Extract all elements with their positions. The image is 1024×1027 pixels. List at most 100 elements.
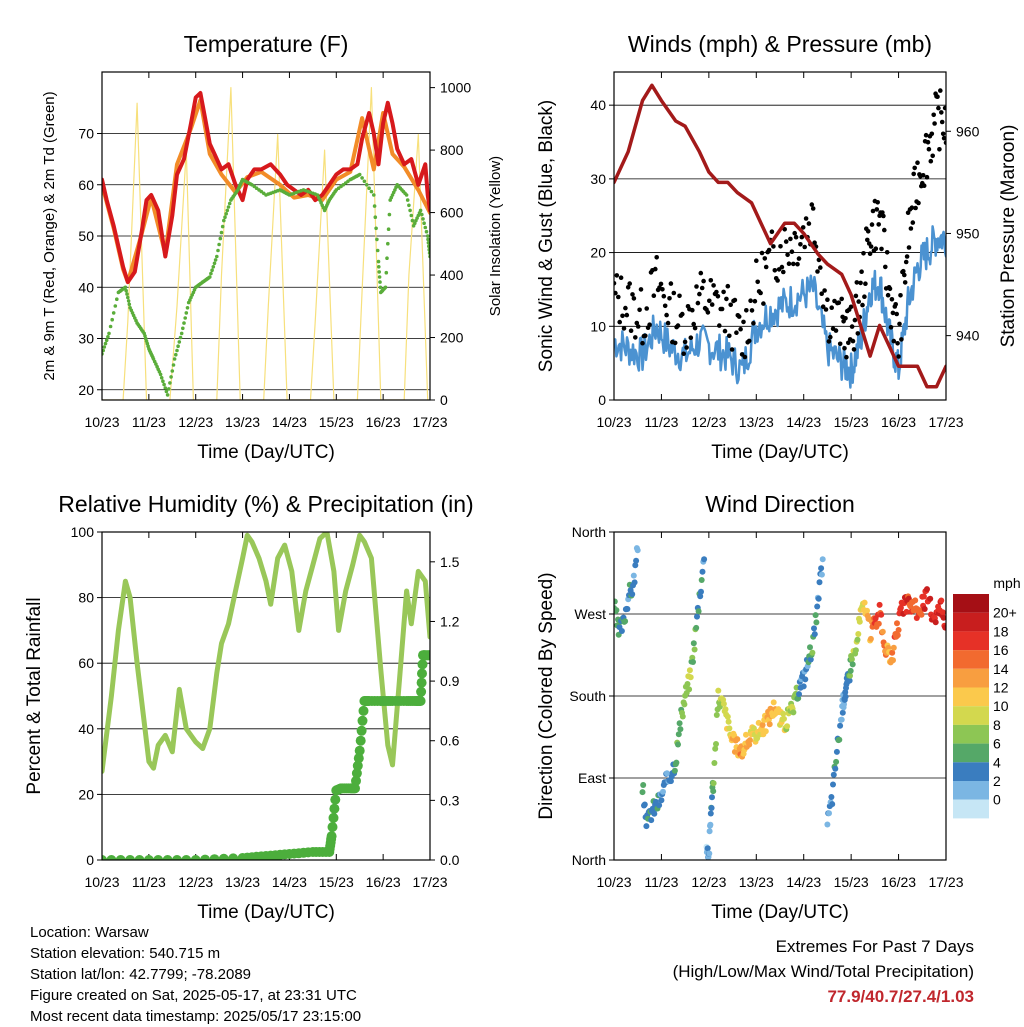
colorbar-swatch xyxy=(953,781,989,800)
dewpoint-series-point xyxy=(102,345,107,349)
precipitation-series-point xyxy=(416,686,427,697)
dewpoint-series-point xyxy=(124,288,128,293)
t2m-line xyxy=(102,91,430,285)
dewpoint-series-point xyxy=(115,297,119,302)
gust-series-point xyxy=(931,112,936,118)
direction-point xyxy=(924,586,930,593)
dewpoint-series-point xyxy=(170,369,175,373)
gust-series-point xyxy=(920,173,926,178)
plot-area xyxy=(614,83,946,389)
dewpoint-series-point xyxy=(422,221,426,225)
colorbar-label: 4 xyxy=(993,754,1001,770)
x-tick-label: 14/23 xyxy=(786,874,821,890)
dewpoint-series-point xyxy=(111,311,116,315)
gust-series-point xyxy=(617,319,622,325)
y-tick-label: East xyxy=(578,770,606,786)
colorbar-swatch xyxy=(953,687,989,707)
direction-point xyxy=(747,737,753,744)
gust-series-point xyxy=(779,264,785,270)
dewpoint-series-point xyxy=(376,259,381,264)
dewpoint-series-point xyxy=(171,363,176,367)
direction-point xyxy=(790,709,797,716)
dewpoint-series-point xyxy=(107,331,111,336)
gust-series-point xyxy=(913,205,918,211)
direction-point xyxy=(784,723,791,730)
y-right-tick-label: 400 xyxy=(440,267,464,283)
dewpoint-series-point xyxy=(176,344,180,349)
x-tick-label: 17/23 xyxy=(928,414,963,430)
y-tick-label: 30 xyxy=(590,171,606,187)
direction-point xyxy=(693,624,700,631)
dewpoint-series-point xyxy=(215,254,219,259)
colorbar-label: 14 xyxy=(993,661,1009,677)
elevation-text: Station elevation: 540.715 m xyxy=(30,945,221,962)
x-tick-label: 15/23 xyxy=(834,874,869,890)
gust-series-point xyxy=(873,246,879,251)
precipitation-series-point xyxy=(356,725,367,736)
gust-series-point xyxy=(815,269,820,274)
gust-series-point xyxy=(935,94,940,99)
colorbar-label: 10 xyxy=(993,698,1009,714)
gust-series-point xyxy=(803,216,809,221)
y-tick-label: 60 xyxy=(78,655,94,671)
direction-point xyxy=(713,741,719,747)
direction-point xyxy=(829,801,836,808)
direction-point xyxy=(750,725,757,732)
gust-series-point xyxy=(926,146,932,152)
direction-point xyxy=(876,601,883,608)
dewpoint-series-point xyxy=(175,348,179,353)
precipitation-series-point xyxy=(218,853,229,860)
chart-panel-3: Relative Humidity (%) & Precipitation (i… xyxy=(24,491,474,923)
dewpoint-series-point xyxy=(219,230,224,235)
dewpoint-series-point xyxy=(209,271,213,276)
gust-series-point xyxy=(786,261,792,267)
precipitation-series-point xyxy=(351,775,361,786)
direction-point xyxy=(690,640,697,647)
precipitation-series-point xyxy=(125,855,136,860)
gust-series-point xyxy=(721,289,726,295)
direction-point xyxy=(894,620,900,627)
direction-point xyxy=(762,728,769,735)
gust-series-point xyxy=(761,301,766,306)
dewpoint-series-point xyxy=(378,285,383,290)
chart-panel-4: Wind Direction Time (Day/UTC) Direction (C… xyxy=(536,491,1021,923)
dewpoint-series-point xyxy=(216,248,220,253)
gust-series-point xyxy=(709,302,715,307)
precipitation-series-point xyxy=(416,677,427,688)
location-text: Location: Warsaw xyxy=(30,924,149,941)
precipitation-series-point xyxy=(417,659,428,670)
x-tick-label: 16/23 xyxy=(881,414,916,430)
gust-series-point xyxy=(719,306,725,312)
direction-point xyxy=(861,599,868,606)
x-tick-label: 10/23 xyxy=(596,874,631,890)
y-tick-label: 100 xyxy=(71,524,95,540)
gust-series-point xyxy=(893,302,898,307)
precipitation-series-point xyxy=(115,855,126,860)
direction-point xyxy=(878,611,885,618)
direction-point xyxy=(766,721,773,728)
gust-series-point xyxy=(875,200,880,205)
chart-panel-2: Winds (mph) & Pressure (mb) Time (Day/UTC… xyxy=(536,31,1019,463)
x-tick-label: 12/23 xyxy=(178,874,213,890)
gust-series-point xyxy=(809,202,815,207)
gust-series-point xyxy=(823,307,829,312)
dewpoint-series-point xyxy=(369,189,374,194)
gust-series-point xyxy=(634,320,640,326)
gust-series-point xyxy=(819,291,824,297)
precipitation-series-point xyxy=(162,855,173,860)
dewpoint-series-point xyxy=(222,218,226,223)
gust-series-point xyxy=(616,294,621,300)
gust-series-point xyxy=(862,294,867,300)
precipitation-series-point xyxy=(134,855,145,860)
gust-series-point xyxy=(672,340,678,346)
dewpoint-series-point xyxy=(372,204,377,208)
precipitation-series-point xyxy=(143,855,154,860)
dewpoint-series-point xyxy=(377,270,382,274)
dewpoint-series-point xyxy=(362,179,367,184)
dewpoint-series-point xyxy=(421,217,425,221)
direction-point xyxy=(679,713,686,720)
y-tick-label: North xyxy=(572,852,606,868)
colorbar-swatch xyxy=(953,668,989,688)
gust-series-point xyxy=(798,242,803,247)
gust-series-point xyxy=(665,320,671,326)
